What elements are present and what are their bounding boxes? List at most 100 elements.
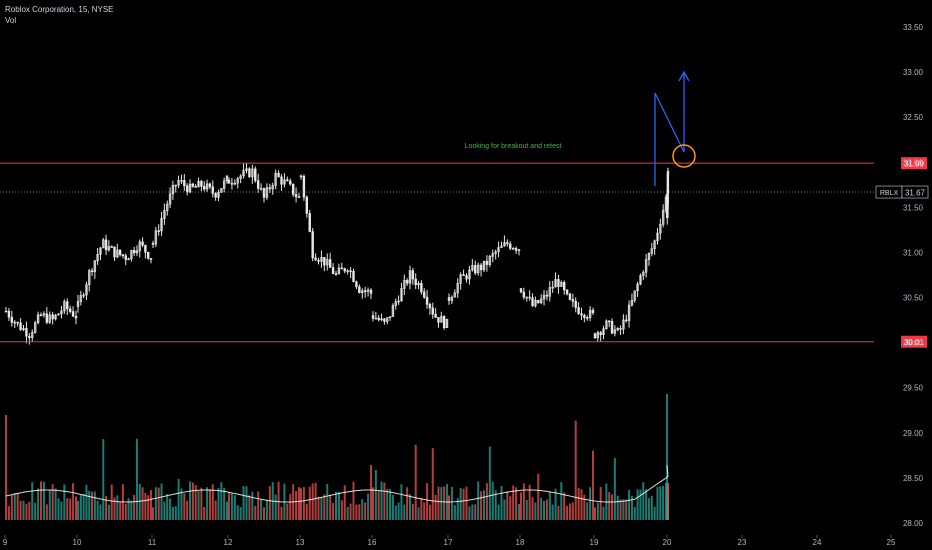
- candle-body: [323, 257, 326, 266]
- candle-body: [220, 188, 223, 193]
- candle-body: [633, 290, 636, 301]
- volume-bar: [13, 493, 16, 520]
- candle-body: [268, 187, 272, 190]
- candle-body: [45, 313, 49, 323]
- volume-bar: [163, 501, 166, 520]
- last-price-label: 31.67: [905, 189, 926, 198]
- candle-body: [462, 274, 465, 276]
- volume-bar: [233, 495, 236, 520]
- candle-body: [431, 307, 434, 315]
- volume-bar: [613, 457, 616, 520]
- volume-bar: [666, 394, 668, 520]
- volume-bar: [628, 489, 631, 520]
- candle-body: [51, 314, 54, 320]
- volume-bar: [135, 438, 138, 520]
- candle-body: [602, 328, 605, 335]
- volume-bar: [540, 497, 543, 520]
- volume-bar: [630, 495, 633, 520]
- volume-bar: [528, 484, 531, 520]
- candle-body: [42, 313, 46, 316]
- candle-body: [636, 283, 639, 292]
- price-tick-label: 30.00: [903, 339, 924, 348]
- candle-body: [610, 320, 614, 334]
- candle-body: [208, 183, 212, 188]
- volume-bar: [589, 487, 592, 520]
- candle-body: [113, 246, 116, 258]
- candle-body: [534, 300, 537, 307]
- volume-indicator-label[interactable]: Vol: [5, 16, 17, 25]
- symbol-title[interactable]: Roblox Corporation, 15, NYSE: [5, 5, 114, 14]
- volume-bar: [263, 507, 265, 520]
- candle-body: [425, 296, 429, 305]
- volume-bar: [171, 506, 174, 520]
- volume-bar: [372, 487, 374, 520]
- volume-bar: [214, 500, 217, 520]
- candle-body: [442, 316, 446, 329]
- price-tick-label: 28.00: [903, 519, 924, 528]
- candle-body: [63, 301, 66, 312]
- volume-bar: [374, 469, 377, 520]
- volume-bar: [642, 482, 645, 520]
- volume-bar: [525, 500, 528, 520]
- volume-bar: [349, 503, 352, 520]
- volume-bar: [522, 483, 525, 520]
- candle-body: [242, 170, 245, 177]
- volume-bar: [358, 504, 361, 520]
- level-price-label: 31.99: [904, 160, 925, 169]
- candle-body: [248, 168, 251, 178]
- volume-bar: [160, 483, 163, 520]
- volume-bar: [506, 491, 509, 520]
- volume-bar: [308, 486, 311, 520]
- volume-bar: [512, 485, 515, 520]
- volume-bar: [96, 500, 99, 520]
- candle-body: [408, 270, 412, 284]
- candle-body: [177, 180, 180, 186]
- volume-bar: [554, 488, 557, 520]
- volume-bar: [647, 498, 650, 520]
- candle-body: [661, 209, 665, 225]
- candle-body: [57, 313, 60, 316]
- candle-body: [622, 319, 625, 330]
- volume-bar: [352, 481, 355, 520]
- volume-bar: [428, 504, 431, 520]
- candle-body: [222, 180, 226, 189]
- volume-bar: [220, 482, 223, 520]
- candle-body: [447, 297, 451, 301]
- volume-bar: [107, 504, 110, 520]
- candle-body: [565, 289, 569, 295]
- candle-body: [650, 248, 654, 254]
- candle-body: [468, 269, 471, 280]
- volume-bar: [377, 490, 380, 520]
- candle-body: [394, 301, 397, 306]
- candle-body: [168, 193, 172, 205]
- candle-body: [256, 180, 260, 189]
- candle-body: [428, 304, 432, 309]
- volume-bar: [391, 494, 394, 520]
- candle-body: [48, 314, 51, 323]
- candle-body: [132, 250, 136, 254]
- chart-legend: Roblox Corporation, 15, NYSE Vol: [5, 4, 114, 26]
- volume-bar: [254, 505, 257, 520]
- candle-body: [358, 286, 361, 294]
- candle-body: [245, 168, 248, 171]
- candle-body: [154, 230, 158, 245]
- volume-bar: [400, 484, 403, 520]
- volume-bar: [364, 502, 367, 520]
- volume-bar: [138, 484, 141, 520]
- volume-bar: [25, 503, 28, 520]
- candle-body: [388, 316, 392, 318]
- volume-bar: [494, 490, 497, 520]
- candle-body: [340, 267, 344, 270]
- candle-body: [141, 241, 144, 246]
- candle-body: [10, 316, 14, 323]
- volume-bar: [431, 448, 434, 520]
- volume-bar: [370, 464, 372, 520]
- candle-body: [474, 265, 477, 274]
- volume-bar: [518, 503, 520, 520]
- candle-body: [19, 322, 22, 331]
- volume-bar: [406, 487, 409, 520]
- volume-bar: [639, 489, 642, 520]
- volume-bar: [223, 487, 226, 520]
- volume-bar: [383, 482, 386, 520]
